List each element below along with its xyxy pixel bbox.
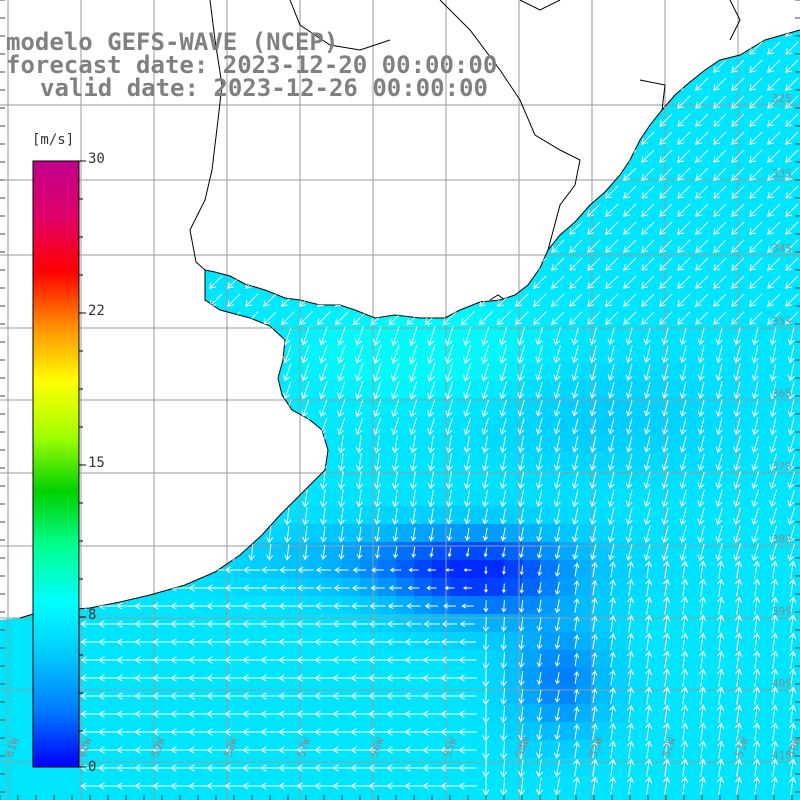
map-title-valid-date: valid date: 2023-12-26 00:00:00 xyxy=(40,74,488,102)
colorbar-tick-marks xyxy=(79,160,86,768)
border-line xyxy=(439,0,581,251)
border-line xyxy=(489,294,506,301)
colorbar-unit: [m/s] xyxy=(32,132,75,148)
latitude-labels: 32S 33S 34S 35S 36S 37S 38S 39S 40S 41S xyxy=(772,92,792,762)
colorbar-tick-label-22: 22 xyxy=(88,303,105,319)
lat-label: 41S xyxy=(772,749,792,762)
colorbar-tick-label-8: 8 xyxy=(88,607,97,623)
border-line xyxy=(289,0,391,51)
colorbar xyxy=(32,160,86,768)
border-line xyxy=(729,0,741,41)
colorbar-tick-label-15: 15 xyxy=(88,455,105,471)
border-line xyxy=(189,0,223,271)
lat-label: 35S xyxy=(772,315,792,328)
lat-label: 40S xyxy=(772,677,792,690)
colorbar-gradient xyxy=(32,160,80,768)
lat-label: 32S xyxy=(772,92,792,105)
colorbar-tick-label-30: 30 xyxy=(88,151,105,167)
border-line xyxy=(639,79,666,111)
lat-label: 33S xyxy=(772,167,792,180)
lon-label: 50W xyxy=(785,736,800,759)
lat-label: 38S xyxy=(772,533,792,546)
border-line xyxy=(519,0,561,11)
lat-label: 36S xyxy=(772,387,792,400)
lat-label: 37S xyxy=(772,460,792,473)
coast-line xyxy=(19,29,800,619)
lat-label: 34S xyxy=(772,242,792,255)
map-title-model: modelo GEFS-WAVE (NCEP) xyxy=(6,28,339,56)
lat-label: 39S xyxy=(772,605,792,618)
map-title-forecast-date: forecast date: 2023-12-20 00:00:00 xyxy=(6,51,498,79)
colorbar-tick-label-0: 0 xyxy=(88,759,97,775)
coastline xyxy=(19,0,800,619)
